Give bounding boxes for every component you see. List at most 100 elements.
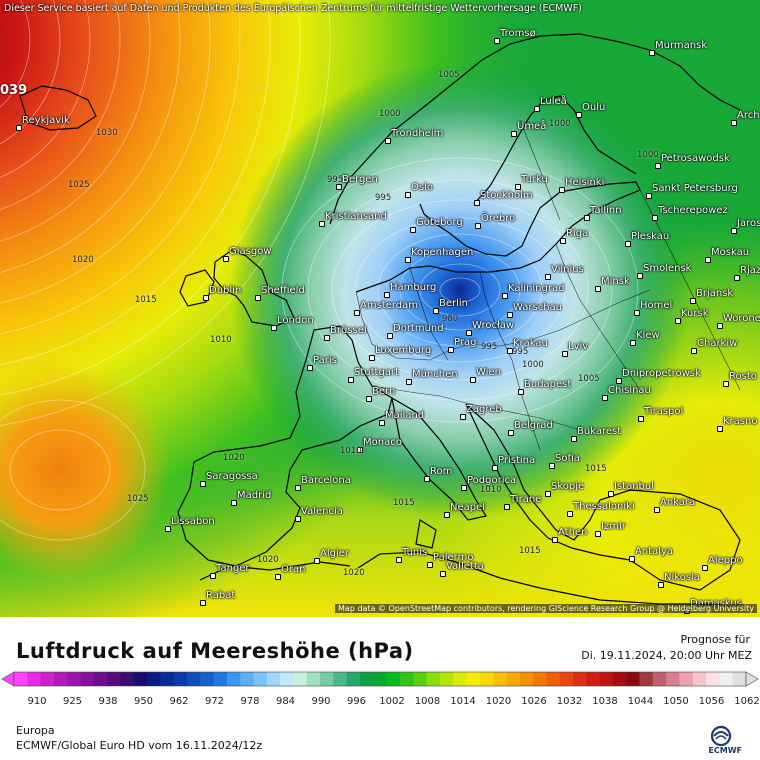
- scale-cell: [413, 672, 427, 686]
- city-label: Paris: [313, 355, 337, 366]
- scale-cell: [306, 672, 321, 686]
- city-label: Saragossa: [206, 471, 258, 482]
- city-marker: [271, 325, 277, 331]
- city-marker: [385, 138, 391, 144]
- city-label: Umeå: [517, 121, 547, 132]
- forecast-label: Prognose für: [680, 633, 751, 646]
- isobar-label: 1000: [637, 150, 659, 160]
- city-label: Mailand: [385, 410, 425, 421]
- city-marker: [165, 526, 171, 532]
- city-label: Tunis: [402, 547, 428, 558]
- scale-cell: [200, 672, 215, 686]
- city-label: Rabat: [206, 590, 236, 601]
- city-marker: [652, 215, 658, 221]
- city-label: Antalya: [635, 546, 674, 557]
- scale-tick-label: 1020: [485, 696, 512, 707]
- city-label: Luxemburg: [375, 345, 432, 356]
- scale-cell: [173, 672, 188, 686]
- city-label: Homel: [640, 300, 673, 311]
- scale-cell: [133, 672, 148, 686]
- city-marker: [427, 562, 433, 568]
- city-label: Palermo: [433, 552, 474, 563]
- city-marker: [405, 257, 411, 263]
- scale-cell: [479, 672, 494, 686]
- city-marker: [552, 537, 558, 543]
- isobar-label: 1015: [585, 464, 607, 474]
- city-marker: [210, 573, 216, 579]
- isobar-label: 1020: [257, 555, 279, 565]
- city-label: Stockholm: [480, 190, 533, 201]
- ecmwf-logo-icon: [710, 725, 732, 747]
- city-marker: [200, 600, 206, 606]
- scale-right-arrow: [745, 671, 759, 687]
- isobar-label: 995: [512, 347, 529, 357]
- scale-cell: [14, 672, 28, 686]
- city-label: Sofia: [555, 453, 580, 464]
- scale-cell: [280, 672, 294, 686]
- city-label: Vilnius: [551, 264, 584, 275]
- scale-cell: [466, 672, 481, 686]
- city-label: Wien: [476, 367, 501, 378]
- city-label: Glasgow: [229, 246, 272, 257]
- city-marker: [466, 330, 472, 336]
- city-marker: [16, 125, 22, 131]
- city-label: Jaros: [737, 218, 760, 229]
- city-marker: [406, 379, 412, 385]
- city-marker: [410, 227, 416, 233]
- city-label: Oulu: [582, 102, 606, 113]
- city-marker: [508, 430, 514, 436]
- city-marker: [717, 323, 723, 329]
- city-label: Istanbul: [614, 481, 655, 492]
- city-marker: [460, 414, 466, 420]
- city-label: Petrosawodsk: [661, 153, 730, 164]
- high-pressure-value: 039: [0, 83, 28, 98]
- city-label: Moskau: [711, 247, 750, 258]
- city-label: Damaskus: [690, 598, 742, 609]
- city-marker: [444, 512, 450, 518]
- scale-cell: [160, 672, 175, 686]
- city-label: Monaco: [363, 437, 402, 448]
- city-label: Kopenhagen: [411, 247, 474, 258]
- scale-cell: [107, 672, 121, 686]
- scale-cell: [626, 672, 640, 686]
- scale-cell: [240, 672, 254, 686]
- model-run: ECMWF/Global Euro HD vom 16.11.2024/12z: [16, 739, 263, 752]
- city-label: Tscherepowez: [658, 205, 728, 216]
- city-marker: [649, 50, 655, 56]
- region-name: Europa: [16, 724, 55, 737]
- scale-cells: [13, 671, 747, 687]
- city-label: Bergen: [342, 174, 378, 185]
- scale-tick-label: 1014: [450, 696, 476, 707]
- city-label: Bern: [372, 386, 396, 397]
- city-label: Nikosia: [664, 572, 700, 583]
- scale-cell: [546, 672, 561, 686]
- scale-cell: [506, 672, 521, 686]
- city-label: Rom: [430, 466, 453, 477]
- scale-cell: [266, 672, 281, 686]
- city-marker: [440, 571, 446, 577]
- city-marker: [336, 184, 342, 190]
- scale-tick-label: 996: [346, 696, 367, 707]
- isobar-label: 1000: [379, 109, 401, 119]
- scale-tick-label: 978: [240, 696, 260, 707]
- city-marker: [518, 389, 524, 395]
- city-label: Ankara: [660, 497, 696, 508]
- city-label: Krakau: [513, 338, 548, 349]
- city-label: Turku: [521, 174, 548, 185]
- scale-cell: [599, 672, 614, 686]
- city-label: Murmansk: [655, 40, 708, 51]
- scale-tick-label: 1062: [734, 696, 760, 707]
- city-marker: [705, 257, 711, 263]
- scale-tick-label: 1026: [521, 696, 547, 707]
- city-label: Sheffield: [261, 285, 305, 296]
- scale-tick-label: 1032: [556, 696, 583, 707]
- scale-cell: [213, 672, 228, 686]
- city-marker: [559, 187, 565, 193]
- scale-cell: [253, 672, 268, 686]
- isobar-label: 980: [442, 314, 459, 324]
- city-marker: [384, 292, 390, 298]
- city-label: Riga: [566, 228, 589, 239]
- city-label: Prag: [454, 337, 477, 348]
- city-label: Dnipropetrowsk: [622, 368, 701, 379]
- city-marker: [595, 531, 601, 537]
